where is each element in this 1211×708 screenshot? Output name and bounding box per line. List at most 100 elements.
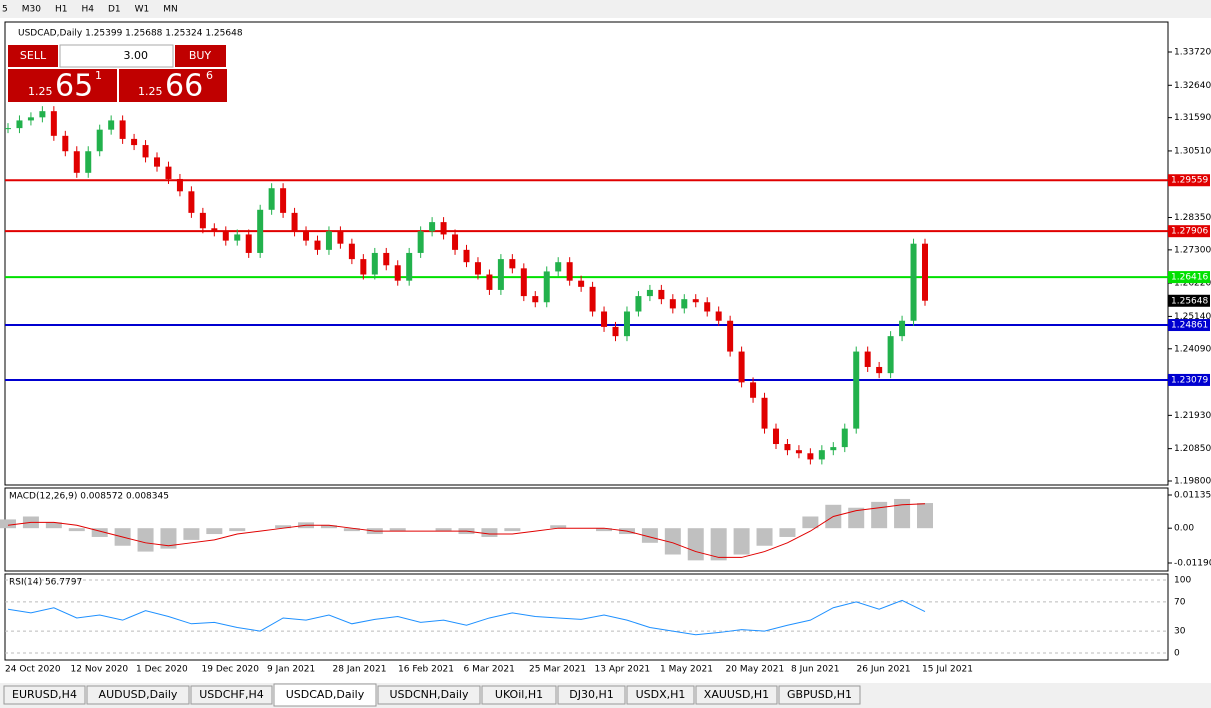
candle [612, 326, 619, 337]
candle [62, 135, 69, 152]
timeframe-button[interactable]: M30 [22, 5, 41, 15]
candle [899, 320, 906, 337]
candle [876, 366, 883, 374]
x-tick-label: 20 May 2021 [726, 665, 785, 675]
tab-label: AUDUSD,Daily [99, 688, 178, 701]
y-tick-label: 0.01135 [1174, 491, 1211, 501]
current-price-label: 1.25648 [1171, 296, 1208, 306]
lot-input[interactable] [59, 44, 174, 68]
y-tick-label: 0 [1174, 649, 1180, 659]
candle [830, 447, 837, 451]
tab[interactable] [778, 685, 861, 705]
x-tick-label: 6 Mar 2021 [464, 665, 515, 675]
candle [635, 296, 642, 312]
level-tag [1168, 373, 1210, 386]
candle [50, 111, 57, 136]
tab[interactable] [481, 685, 557, 705]
tab[interactable] [190, 685, 273, 705]
macd-bar [45, 522, 62, 529]
macd-bar [343, 528, 360, 532]
tab[interactable] [273, 683, 377, 707]
tab[interactable] [377, 685, 481, 705]
timeframe-button[interactable]: H1 [55, 5, 68, 15]
macd-bar [320, 525, 337, 529]
candle [211, 228, 218, 232]
x-tick-label: 28 Jan 2021 [333, 665, 387, 675]
tab[interactable] [626, 685, 695, 705]
macd-label: MACD(12,26,9) 0.008572 0.008345 [9, 492, 169, 502]
candle [96, 129, 103, 152]
candle [727, 320, 734, 352]
candle [772, 428, 779, 445]
macd-bar [894, 498, 911, 529]
candle [383, 252, 390, 266]
tab-label: XAUUSD,H1 [704, 688, 769, 701]
y-tick-label: 100 [1174, 576, 1191, 586]
candle [784, 444, 791, 451]
y-tick-label: 0.00 [1174, 524, 1194, 534]
level-tag [1168, 319, 1210, 332]
tab[interactable] [695, 685, 778, 705]
candle [245, 234, 252, 253]
candle [474, 262, 481, 275]
candle [429, 222, 436, 232]
candle [303, 231, 310, 241]
candle [715, 311, 722, 321]
candle [452, 234, 459, 250]
candle [360, 259, 367, 275]
candle [325, 231, 332, 250]
rsi-label: RSI(14) 56.7797 [9, 578, 82, 588]
tab-label: USDX,H1 [636, 688, 686, 701]
timeframe-button[interactable]: MN [163, 5, 178, 15]
candle [486, 274, 493, 290]
x-tick-label: 25 Mar 2021 [529, 665, 586, 675]
buy-button[interactable] [175, 45, 226, 67]
tab[interactable] [3, 685, 86, 705]
candle [738, 351, 745, 383]
macd-bar [756, 528, 773, 546]
candle [681, 299, 688, 309]
sell-main: 65 [55, 69, 93, 104]
y-tick-label: 70 [1174, 597, 1186, 607]
candle [841, 428, 848, 448]
timeframe-button[interactable]: D1 [108, 5, 121, 15]
x-tick-label: 8 Jun 2021 [791, 665, 839, 675]
sell-price-box[interactable] [8, 69, 117, 102]
candle [692, 299, 699, 303]
sell-label: SELL [20, 49, 47, 62]
y-tick-label: 1.26220 [1174, 279, 1211, 289]
candle [131, 138, 138, 146]
level-label: 1.29559 [1171, 176, 1208, 186]
candle [750, 382, 757, 398]
timeframe-button[interactable]: H4 [81, 5, 94, 15]
x-tick-label: 16 Feb 2021 [398, 665, 454, 675]
candle [268, 188, 275, 210]
macd-bar [550, 525, 567, 529]
candle [85, 151, 92, 173]
candle [795, 450, 802, 454]
timeframe-button[interactable]: 5 [2, 5, 8, 15]
y-tick-label: 1.20850 [1174, 444, 1211, 454]
candle [280, 188, 287, 213]
tab[interactable] [557, 685, 626, 705]
rsi-line [7, 599, 926, 636]
sell-button[interactable] [8, 45, 58, 67]
candle [314, 240, 321, 250]
candle [440, 222, 447, 235]
candle [165, 166, 172, 179]
timeframe-button[interactable]: W1 [135, 5, 150, 15]
candle [463, 249, 470, 263]
buy-main: 66 [165, 69, 203, 104]
x-tick-label: 15 Jul 2021 [922, 665, 973, 675]
candle [509, 259, 516, 269]
macd-bar [664, 528, 681, 555]
buy-price-box[interactable] [119, 69, 227, 102]
tab[interactable] [86, 685, 190, 705]
level-tag [1168, 225, 1210, 238]
macd-bar [917, 503, 933, 529]
macd-bar [0, 519, 16, 529]
y-tick-label: 1.25140 [1174, 312, 1211, 322]
macd-bar [435, 528, 452, 532]
candle [119, 120, 126, 139]
